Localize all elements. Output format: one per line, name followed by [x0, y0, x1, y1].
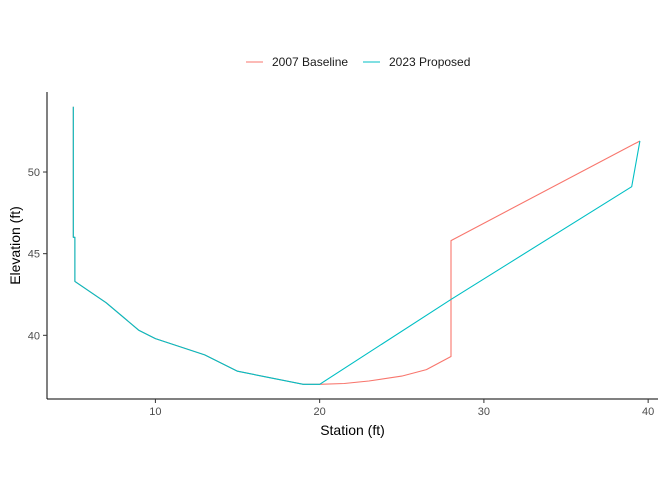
series-line-baseline-2007 — [72, 106, 641, 385]
legend-label: 2023 Proposed — [389, 55, 470, 69]
y-tick-label: 45 — [28, 249, 40, 261]
x-tick-label: 20 — [314, 406, 326, 418]
x-tick-label: 10 — [149, 406, 161, 418]
series-layer — [72, 106, 641, 385]
y-axis-ticks: 40 45 50 — [28, 167, 47, 342]
legend: 2007 Baseline 2023 Proposed — [246, 55, 470, 69]
legend-label: 2007 Baseline — [272, 55, 348, 69]
y-tick-label: 50 — [28, 167, 40, 179]
y-tick-label: 40 — [28, 330, 40, 342]
x-tick-label: 30 — [478, 406, 490, 418]
x-axis-title: Station (ft) — [320, 422, 385, 438]
y-axis-title: Elevation (ft) — [7, 206, 23, 285]
x-axis-ticks: 10 20 30 40 — [149, 399, 654, 418]
series-line-proposed-2023 — [72, 106, 641, 385]
x-tick-label: 40 — [642, 406, 654, 418]
